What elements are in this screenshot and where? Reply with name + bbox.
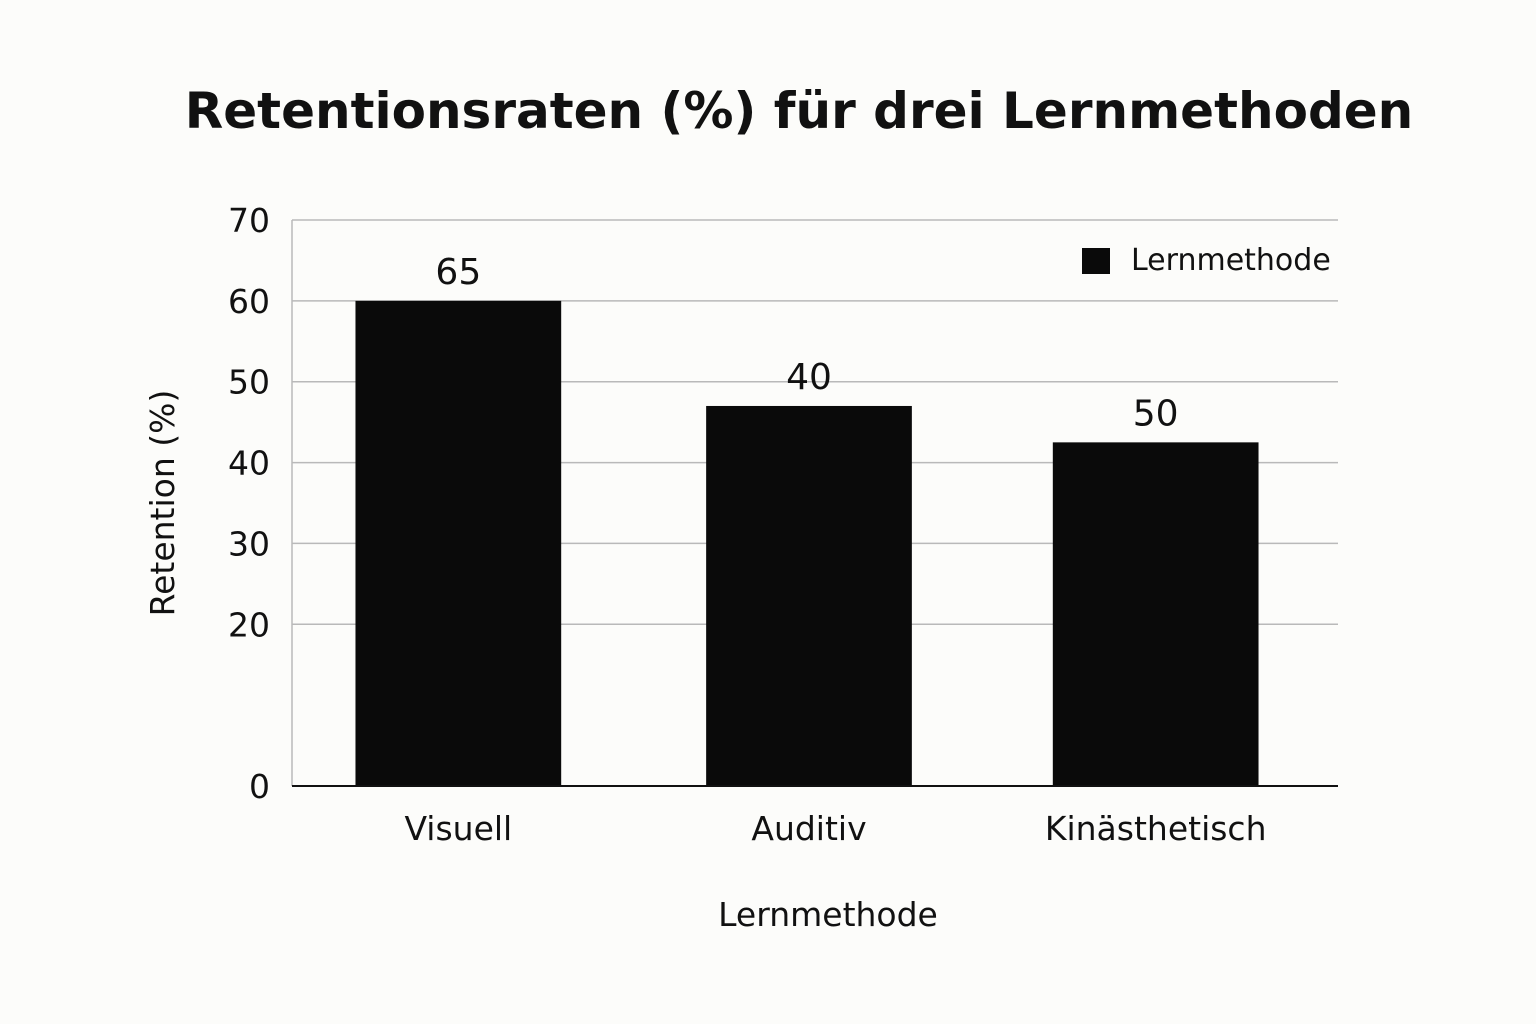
x-tick-label: Visuell xyxy=(404,809,512,848)
legend: Lernmethode xyxy=(1082,243,1331,278)
data-label: 65 xyxy=(435,252,481,293)
y-axis-ticks: 0 20 30 40 50 60 70 xyxy=(228,201,270,806)
y-tick-label: 70 xyxy=(228,201,270,240)
data-label-layer: 65 40 50 xyxy=(435,252,1178,435)
legend-swatch xyxy=(1082,248,1110,274)
y-tick-label: 40 xyxy=(228,444,270,483)
y-tick-label: 30 xyxy=(228,524,270,563)
chart-title: Retentionsraten (%) für drei Lernmethode… xyxy=(185,82,1414,140)
y-tick-label: 20 xyxy=(228,605,270,644)
data-label: 50 xyxy=(1133,393,1179,434)
y-axis-title: Retention (%) xyxy=(143,390,182,617)
y-tick-label: 0 xyxy=(249,767,270,806)
bar-kinästhetisch xyxy=(1052,442,1259,786)
legend-label: Lernmethode xyxy=(1131,243,1331,278)
x-tick-label: Kinästhetisch xyxy=(1045,809,1267,848)
bar-layer xyxy=(355,300,1259,786)
y-tick-label: 60 xyxy=(228,282,270,321)
y-tick-label: 50 xyxy=(228,363,270,402)
x-axis-ticks: Visuell Auditiv Kinästhetisch xyxy=(404,809,1266,848)
bar-auditiv xyxy=(706,405,912,786)
x-tick-label: Auditiv xyxy=(751,809,866,848)
x-axis-title: Lernmethode xyxy=(718,895,938,934)
data-label: 40 xyxy=(786,357,832,398)
bar-visuell xyxy=(355,300,562,786)
